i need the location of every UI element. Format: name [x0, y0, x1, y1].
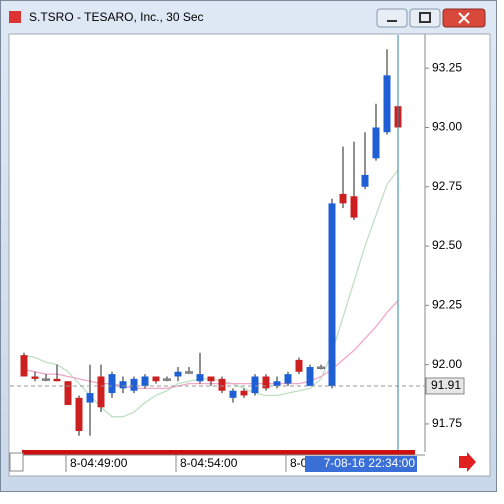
- crosshair-label-box: [305, 456, 417, 472]
- x-tick-label: 8-04:54:00: [180, 456, 238, 470]
- candle-body: [251, 376, 259, 394]
- candle-body: [207, 376, 215, 382]
- candle-body: [350, 196, 358, 218]
- candle-body: [218, 378, 226, 391]
- current-price-label: 91.91: [431, 378, 461, 392]
- candle-body: [141, 376, 149, 386]
- candle-body: [152, 376, 160, 382]
- candle-body: [372, 127, 380, 159]
- candle-body: [273, 381, 281, 386]
- maximize-icon: [419, 12, 431, 23]
- scrollbar[interactable]: [22, 450, 415, 455]
- candle-body: [240, 390, 248, 396]
- y-tick-label: 93.00: [432, 120, 462, 134]
- candle-body: [339, 193, 347, 204]
- candle-body: [53, 378, 61, 382]
- minimize-button[interactable]: [376, 8, 408, 28]
- y-tick-label: 91.75: [432, 416, 462, 430]
- candle-body: [108, 374, 116, 394]
- candle-body: [75, 397, 83, 432]
- candle-body: [97, 376, 105, 408]
- candle-body: [262, 376, 270, 389]
- app-icon: [9, 11, 21, 23]
- candle-body: [284, 374, 292, 384]
- close-icon: [458, 12, 470, 24]
- y-tick-label: 92.00: [432, 357, 462, 371]
- y-tick-label: 92.75: [432, 179, 462, 193]
- candle-body: [185, 371, 193, 374]
- candle-body: [163, 378, 171, 381]
- y-tick-label: 92.50: [432, 238, 462, 252]
- candle-body: [317, 366, 325, 369]
- candle-body: [295, 359, 303, 372]
- x-tick-label: 8-04:49:00: [70, 456, 128, 470]
- scroll-arrow[interactable]: [459, 452, 476, 472]
- candle-body: [20, 355, 28, 377]
- candle-body: [31, 376, 39, 379]
- candle-body: [119, 381, 127, 389]
- candle-body: [328, 203, 336, 386]
- candle-body: [361, 174, 369, 187]
- candle-body: [64, 381, 72, 405]
- candle-body: [306, 367, 314, 386]
- y-tick-label: 93.25: [432, 60, 462, 74]
- current-price-box: [425, 377, 465, 395]
- candle-body: [86, 393, 94, 403]
- candle-body: [42, 378, 50, 381]
- crosshair-label: 7-08-16 22:34:00: [324, 456, 416, 470]
- candle-body: [229, 390, 237, 398]
- candle-body: [174, 371, 182, 377]
- candle-body: [383, 75, 391, 133]
- scroll-box[interactable]: [9, 452, 24, 472]
- candle-body: [130, 378, 138, 391]
- window-title: S.TSRO - TESARO, Inc., 30 Sec: [29, 10, 204, 24]
- maximize-button[interactable]: [409, 8, 441, 28]
- y-tick-label: 92.25: [432, 298, 462, 312]
- candle-body: [196, 374, 204, 382]
